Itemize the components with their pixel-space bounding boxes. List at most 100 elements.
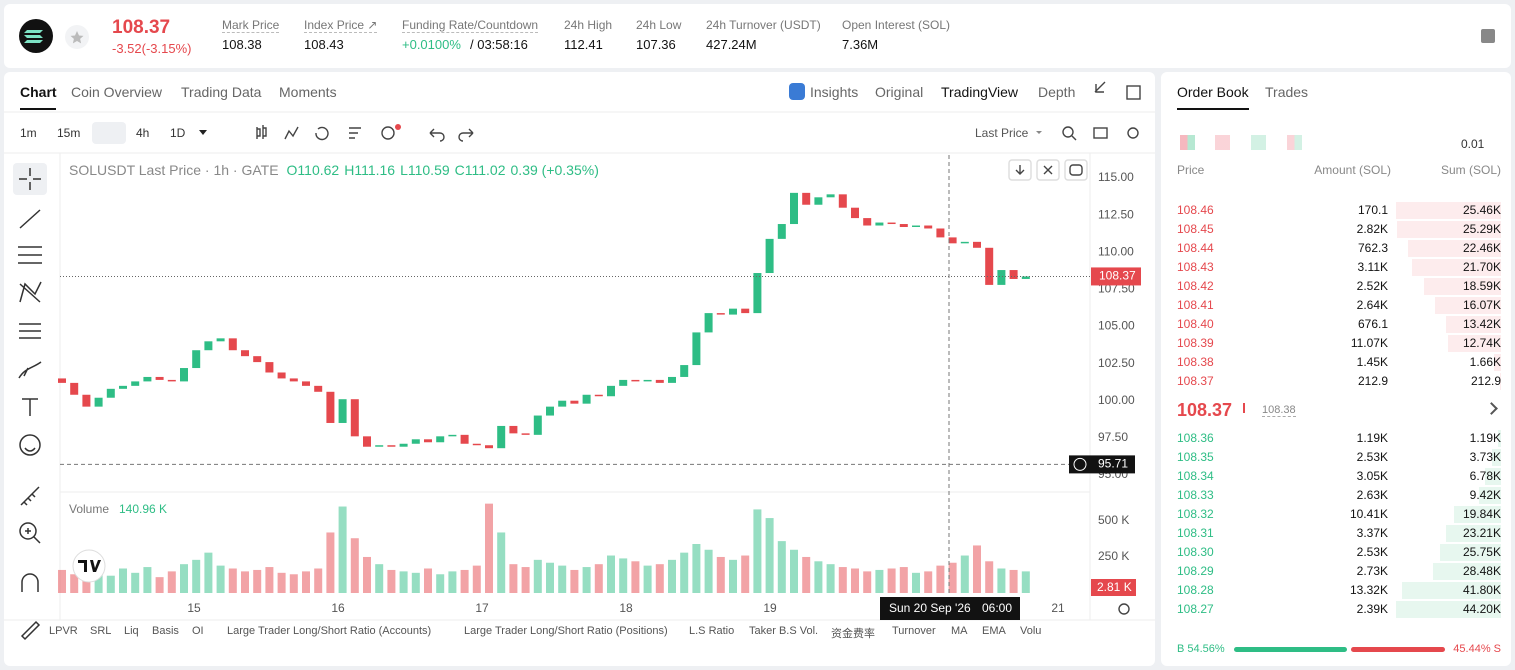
ob-price[interactable]: 108.44 [1177, 241, 1214, 255]
ob-price[interactable]: 108.43 [1177, 260, 1214, 274]
ob-price[interactable]: 108.30 [1177, 545, 1214, 559]
stat-value: 108.43 [304, 37, 344, 52]
interval[interactable]: 15m [57, 126, 81, 140]
ob-price[interactable]: 108.33 [1177, 488, 1214, 502]
layout-icon[interactable] [1215, 135, 1230, 150]
ob-price[interactable]: 108.46 [1177, 203, 1214, 217]
view-tab[interactable]: Original [875, 84, 924, 100]
ob-price[interactable]: 108.35 [1177, 450, 1214, 464]
ob-amount: 676.1 [1357, 317, 1388, 331]
ob-price[interactable]: 108.29 [1177, 564, 1214, 578]
volume-bar [131, 572, 140, 593]
stat-value: 112.41 [564, 37, 603, 52]
layout-icon[interactable] [1180, 135, 1195, 150]
depth-bar [1445, 316, 1501, 333]
candle [997, 270, 1006, 285]
indicator[interactable]: Taker B.S Vol. [749, 625, 819, 637]
volume-bar [350, 538, 359, 593]
crosshair-date: Sun 20 Sep '26 [889, 601, 971, 615]
volume-bar [106, 575, 115, 593]
stat-label: 24h High [564, 18, 613, 32]
stat-value: 7.36M [842, 37, 879, 52]
ob-price[interactable]: 108.34 [1177, 469, 1214, 483]
indicator[interactable]: EMA [982, 625, 1006, 637]
tab[interactable]: Trading Data [181, 84, 262, 100]
settings-icon[interactable] [1481, 29, 1495, 43]
interval[interactable]: 4h [136, 126, 150, 140]
volume-bar [509, 564, 518, 593]
indicator[interactable]: Large Trader Long/Short Ratio (Accounts) [227, 625, 432, 637]
indicator[interactable]: Basis [152, 625, 179, 637]
crosshair-time: 06:00 [982, 601, 1012, 615]
tab[interactable]: Moments [279, 84, 337, 100]
interval[interactable]: 1m [20, 126, 37, 140]
sell-label: 45.44% S [1453, 643, 1501, 655]
candle [411, 439, 420, 444]
price-type[interactable]: Last Price [975, 126, 1029, 140]
down-arrow [1243, 403, 1245, 413]
ob-price[interactable]: 108.28 [1177, 583, 1214, 597]
ob-price[interactable]: 108.41 [1177, 298, 1214, 312]
depth-bar [1448, 335, 1501, 352]
indicator[interactable]: Turnover [892, 625, 936, 637]
candle [180, 368, 188, 382]
depth-bar [1396, 221, 1501, 238]
candle [363, 436, 371, 447]
candle [631, 379, 640, 382]
indicator[interactable]: Volu [1020, 625, 1042, 637]
chart-toolbar-icons [256, 81, 1141, 615]
candle [509, 425, 518, 434]
candle [607, 385, 615, 397]
layout-icon[interactable] [1251, 135, 1266, 150]
ob-price[interactable]: 108.31 [1177, 526, 1214, 540]
ob-price[interactable]: 108.39 [1177, 336, 1214, 350]
precision[interactable]: 0.01 [1461, 137, 1485, 151]
candle [643, 379, 652, 382]
candle [326, 391, 335, 423]
ob-price[interactable]: 108.27 [1177, 602, 1214, 616]
stat-label: Index Price ↗ [304, 18, 378, 33]
indicator[interactable]: LPVR [49, 625, 78, 637]
volume-bar [790, 549, 798, 593]
candle [399, 443, 408, 447]
ob-tab[interactable]: Trades [1265, 84, 1309, 100]
candle [680, 365, 689, 377]
interval[interactable]: 1D [170, 126, 186, 140]
ob-tab[interactable]: Order Book [1177, 84, 1249, 100]
view-tab[interactable]: Insights [810, 84, 859, 100]
ob-price[interactable]: 108.36 [1177, 431, 1214, 445]
volume-bar [472, 565, 481, 593]
candle [960, 241, 969, 244]
volume-bar [997, 568, 1006, 593]
indicator[interactable]: Liq [124, 625, 139, 637]
view-tab[interactable]: TradingView [941, 84, 1019, 100]
candle [204, 341, 213, 351]
ob-price[interactable]: 108.40 [1177, 317, 1214, 331]
depth-bar [1492, 449, 1501, 466]
volume-bar [155, 577, 164, 593]
candle [1009, 270, 1018, 279]
ob-price[interactable]: 108.32 [1177, 507, 1214, 521]
tab[interactable]: Chart [20, 84, 57, 100]
view-tab[interactable]: Depth [1038, 84, 1076, 100]
volume-bar [289, 574, 298, 593]
candle [70, 382, 79, 395]
indicator[interactable]: MA [951, 625, 968, 637]
tv-logo-mark [78, 560, 101, 572]
logo [19, 19, 53, 53]
tab[interactable]: Coin Overview [71, 84, 163, 100]
ob-price[interactable]: 108.37 [1177, 374, 1214, 388]
ob-sum: 12.74K [1462, 336, 1501, 350]
ob-price[interactable]: 108.45 [1177, 222, 1214, 236]
ob-price[interactable]: 108.38 [1177, 355, 1214, 369]
indicator[interactable]: L.S Ratio [689, 625, 735, 637]
tool-active[interactable] [13, 163, 47, 195]
ob-price[interactable]: 108.42 [1177, 279, 1214, 293]
volume-bar [887, 568, 896, 593]
indicator[interactable]: Large Trader Long/Short Ratio (Positions… [464, 625, 668, 637]
indicator[interactable]: OI [192, 625, 204, 637]
candle [289, 378, 298, 382]
indicator[interactable]: SRL [90, 625, 112, 637]
layout-icon[interactable] [1287, 135, 1302, 150]
indicator[interactable]: 资金费率 [831, 628, 875, 640]
